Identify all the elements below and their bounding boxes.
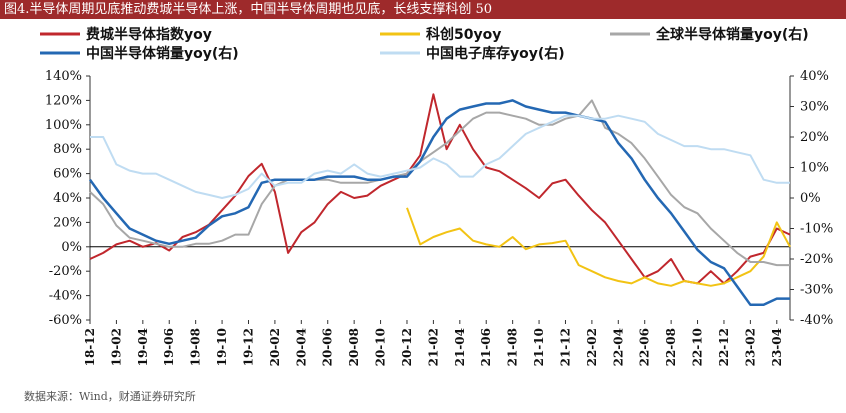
x-tick-label: 22-10 <box>691 328 705 366</box>
left-tick-label: -20% <box>49 264 82 279</box>
right-tick-label: 40% <box>800 69 829 84</box>
chart-legend: 费城半导体指数yoy 科创50yoy 全球半导体销量yoy(右) 中国半导体销量yoy… <box>40 26 809 62</box>
x-tick-label: 20-10 <box>374 328 388 366</box>
x-axis: 18-12 19-02 19-04 19-06 19-08 19-10 19-12 20-02… <box>83 320 784 366</box>
right-tick-label: 30% <box>800 100 829 115</box>
right-tick-label: 20% <box>800 130 829 145</box>
x-tick-label: 19-02 <box>109 328 123 366</box>
left-tick-label: 80% <box>53 142 82 157</box>
plot-frame <box>89 76 791 320</box>
right-tick-label: 0% <box>800 191 821 206</box>
legend-label: 中国半导体销量yoy(右) <box>86 45 239 62</box>
right-tick-label: 10% <box>800 161 829 176</box>
left-tick-label: 120% <box>45 93 82 108</box>
x-tick-label: 19-12 <box>241 328 255 366</box>
x-tick-label: 21-08 <box>506 328 520 366</box>
series-line-1 <box>89 93 791 285</box>
x-tick-label: 19-10 <box>215 328 229 366</box>
x-tick-label: 20-04 <box>294 328 308 366</box>
series-line-5 <box>90 114 790 199</box>
legend-label: 科创50yoy <box>426 26 501 43</box>
x-tick-label: 20-06 <box>321 328 335 366</box>
left-tick-label: 20% <box>53 215 82 230</box>
x-tick-label: 19-06 <box>162 328 176 366</box>
x-tick-label: 18-12 <box>83 328 97 366</box>
right-tick-label: -30% <box>800 283 833 298</box>
x-tick-label: 21-06 <box>479 328 493 366</box>
x-tick-label: 23-04 <box>770 328 784 366</box>
data-source: 数据来源：Wind，财通证券研究所 <box>24 390 196 403</box>
left-tick-label: 40% <box>53 191 82 206</box>
x-tick-label: 22-08 <box>664 328 678 366</box>
right-tick-label: -10% <box>800 222 833 237</box>
x-tick-label: 20-08 <box>347 328 361 366</box>
series-line-2 <box>406 207 791 287</box>
x-tick-label: 23-02 <box>743 328 757 366</box>
left-tick-label: 140% <box>45 69 82 84</box>
x-tick-label: 21-04 <box>453 328 467 366</box>
right-tick-label: -20% <box>800 252 833 267</box>
x-tick-label: 21-10 <box>532 328 546 366</box>
x-tick-label: 22-12 <box>717 328 731 366</box>
series-line-3 <box>89 99 790 267</box>
right-tick-label: -40% <box>800 313 833 328</box>
x-tick-label: 21-02 <box>426 328 440 366</box>
left-tick-label: 100% <box>45 118 82 133</box>
left-y-axis: 140% 120% 100% 80% 60% 40% 20% 0% -20% -40% -60% <box>45 69 90 328</box>
x-tick-label: 19-08 <box>189 328 203 366</box>
legend-label: 费城半导体指数yoy <box>86 26 212 43</box>
x-tick-label: 22-06 <box>638 328 652 366</box>
x-tick-label: 20-02 <box>268 328 282 366</box>
legend-label: 中国电子库存yoy(右) <box>426 45 565 62</box>
figure-title: 图4.半导体周期见底推动费城半导体上涨，中国半导体周期也见底，长线支撑科创 50 <box>0 0 846 19</box>
x-tick-label: 20-12 <box>400 328 414 366</box>
right-y-axis: 40% 30% 20% 10% 0% -10% -20% -30% -40% <box>790 69 833 328</box>
x-tick-label: 21-12 <box>558 328 572 366</box>
series-line-4 <box>88 99 790 307</box>
x-tick-label: 22-04 <box>611 328 625 366</box>
chart-series <box>88 93 791 307</box>
x-tick-label: 19-04 <box>136 328 150 366</box>
left-tick-label: 0% <box>61 240 82 255</box>
left-tick-label: -60% <box>49 313 82 328</box>
legend-label: 全球半导体销量yoy(右) <box>655 26 809 43</box>
chart: 费城半导体指数yoy 科创50yoy 全球半导体销量yoy(右) 中国半导体销量yoy… <box>40 26 833 366</box>
left-tick-label: 60% <box>53 167 82 182</box>
left-tick-label: -40% <box>49 289 82 304</box>
x-tick-label: 22-02 <box>585 328 599 366</box>
